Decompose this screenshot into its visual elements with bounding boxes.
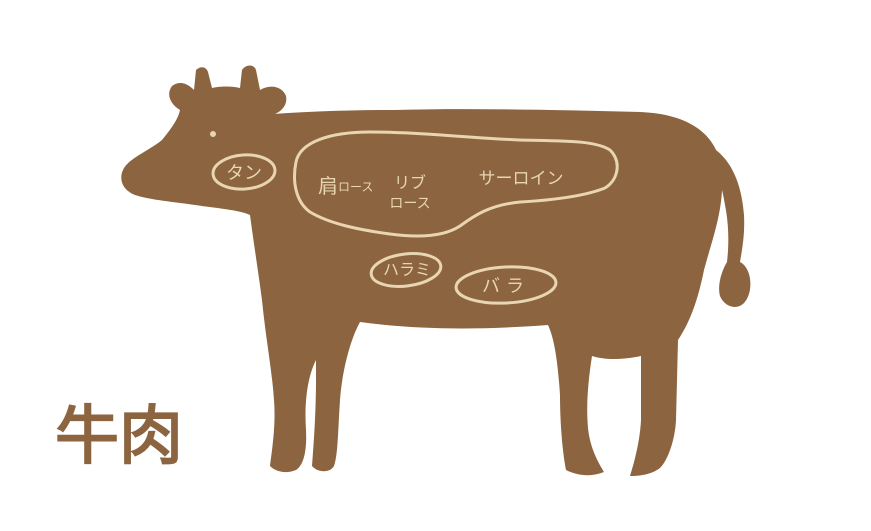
cut-outline-harami [369,252,443,288]
cut-outline-loin-region [293,130,619,238]
label-tan: タン [226,163,262,184]
label-harami: ハラミ [383,260,431,279]
cow-tail [708,150,751,307]
label-kata-rosu-sub: ロース [338,180,373,194]
label-kata: 肩 [318,174,338,198]
label-bara: バラ [482,276,530,297]
label-ribu-line1: リブ [394,173,426,192]
cow-body [121,65,723,476]
label-kata-rosu: 肩ロース [318,174,373,198]
cow-eye [210,131,216,137]
cut-labels: タン 肩ロース リブ ロース サーロイン ハラミ バラ [226,163,564,297]
label-ribu-line2: ロース [389,196,430,212]
cut-outlines [211,130,619,305]
cut-outline-bara [454,265,558,305]
cow-silhouette [121,65,751,476]
label-sarloin: サーロイン [479,169,564,189]
diagram-title: 牛肉 [55,400,183,474]
cut-outline-tan [211,153,277,191]
